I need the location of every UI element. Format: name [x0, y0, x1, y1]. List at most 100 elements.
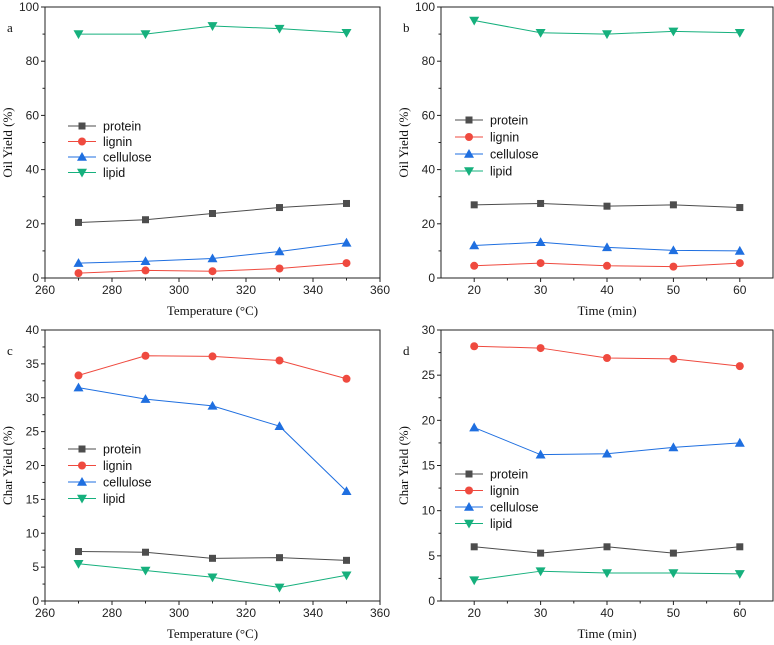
data-point	[536, 259, 545, 268]
series-lipid	[469, 567, 745, 586]
x-tick-label: 360	[370, 606, 390, 620]
data-point	[602, 569, 612, 578]
data-point	[74, 269, 83, 278]
y-tick-label: 100	[19, 0, 39, 14]
x-tick-label: 360	[370, 283, 390, 297]
x-tick-label: 260	[35, 606, 55, 620]
data-point	[668, 245, 679, 255]
data-point	[73, 258, 84, 267]
series-lignin	[74, 259, 351, 278]
y-tick-label: 20	[422, 413, 436, 427]
x-tick-label: 260	[35, 283, 55, 297]
data-point	[669, 262, 678, 271]
plot-frame	[44, 6, 381, 279]
legend-marker	[77, 168, 87, 178]
y-tick-label: 40	[422, 163, 436, 177]
y-tick-label: 15	[26, 492, 40, 506]
x-tick-label: 300	[169, 283, 189, 297]
data-point	[602, 30, 612, 40]
data-point	[343, 556, 350, 564]
data-point	[537, 199, 545, 207]
data-point	[734, 28, 745, 38]
legend-label: lipid	[490, 517, 512, 531]
y-tick-label: 0	[32, 594, 39, 608]
data-point	[142, 548, 149, 556]
data-point	[736, 204, 744, 212]
data-point	[207, 22, 218, 31]
data-point	[470, 342, 479, 351]
series-lipid	[73, 559, 352, 593]
data-point	[734, 245, 745, 255]
y-tick-label: 0	[32, 271, 39, 285]
chart-panel-c: 260 280 300 320 340 360 0 5 10 15 20 25 30 35 40 Temper…	[0, 323, 390, 641]
y-axis-title: Char Yield (%)	[0, 426, 15, 505]
data-point	[274, 24, 285, 34]
legend-label: lignin	[490, 131, 519, 145]
legend-label: lignin	[490, 484, 519, 498]
panel-letter: c	[7, 343, 13, 358]
x-tick-label: 320	[236, 283, 256, 297]
x-tick-label: 40	[600, 606, 614, 620]
legend-marker	[78, 137, 86, 146]
data-point	[274, 421, 285, 431]
y-tick-label: 0	[428, 271, 435, 285]
legend-label: cellulose	[103, 151, 152, 165]
legend-label: protein	[490, 468, 528, 482]
series-lignin	[74, 351, 351, 383]
data-point	[341, 28, 352, 38]
data-point	[602, 242, 612, 252]
x-tick-label: 20	[468, 606, 482, 620]
data-point	[207, 573, 218, 583]
legend-label: cellulose	[103, 476, 152, 490]
data-point	[274, 583, 285, 593]
y-tick-label: 20	[26, 459, 40, 473]
data-point	[207, 253, 218, 263]
y-axis-title: Oil Yield (%)	[0, 107, 15, 177]
x-tick-label: 20	[468, 283, 482, 297]
data-point	[470, 201, 478, 209]
y-tick-label: 60	[422, 108, 436, 122]
x-tick-label: 60	[733, 606, 747, 620]
legend-label: protein	[490, 114, 528, 128]
data-point	[470, 261, 479, 270]
series-cellulose	[469, 422, 745, 459]
data-point	[343, 199, 350, 207]
legend-label: cellulose	[490, 501, 539, 515]
x-tick-label: 30	[534, 606, 548, 620]
legend-marker	[77, 152, 87, 161]
data-point	[209, 554, 216, 562]
data-point	[73, 382, 84, 392]
data-point	[537, 549, 545, 557]
data-point	[535, 28, 546, 38]
data-point	[140, 566, 151, 576]
data-point	[75, 218, 82, 226]
legend-label: protein	[103, 120, 141, 134]
chart-panel-a: 260 280 300 320 340 360 0 20 40 60 80 100 Temperatur…	[0, 0, 390, 318]
panel-letter: d	[403, 343, 410, 358]
legend-marker	[464, 149, 474, 158]
y-tick-label: 40	[26, 323, 40, 337]
data-point	[74, 371, 83, 380]
legend-marker	[465, 470, 473, 478]
x-tick-label: 280	[102, 283, 122, 297]
y-tick-label: 100	[415, 0, 435, 14]
legend-marker	[77, 477, 87, 486]
series-cellulose	[469, 237, 745, 255]
series-lignin	[470, 342, 744, 371]
data-point	[736, 543, 744, 551]
y-tick-label: 20	[26, 217, 40, 231]
x-tick-label: 340	[303, 606, 323, 620]
series-lignin	[470, 259, 744, 271]
legend-label: lignin	[103, 135, 132, 149]
data-point	[735, 362, 744, 371]
data-point	[342, 259, 351, 268]
data-point	[341, 486, 352, 496]
data-point	[469, 240, 480, 250]
panel-letter: b	[403, 20, 410, 35]
data-point	[734, 437, 745, 447]
y-tick-label: 15	[422, 459, 436, 473]
y-tick-label: 30	[26, 391, 40, 405]
series-cellulose	[73, 382, 352, 496]
